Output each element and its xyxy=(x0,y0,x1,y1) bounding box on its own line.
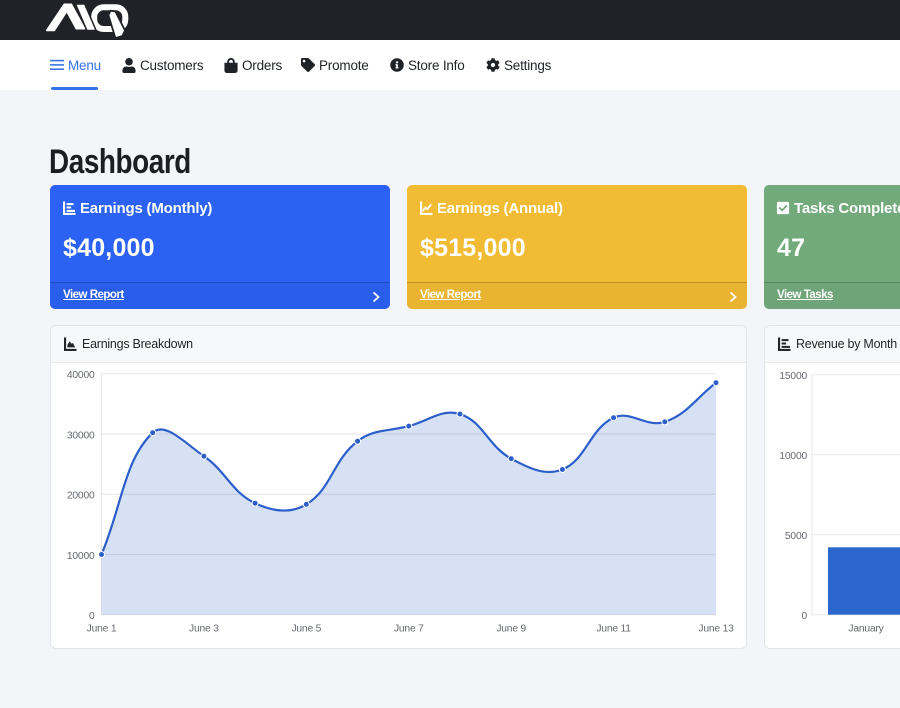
svg-text:15000: 15000 xyxy=(779,371,807,382)
svg-text:20000: 20000 xyxy=(67,490,95,501)
svg-text:0: 0 xyxy=(801,611,807,622)
svg-text:June 3: June 3 xyxy=(189,623,219,634)
svg-text:10000: 10000 xyxy=(779,451,807,462)
svg-text:10000: 10000 xyxy=(67,551,95,562)
svg-text:June 11: June 11 xyxy=(596,623,631,634)
svg-text:40000: 40000 xyxy=(67,370,95,381)
svg-text:0: 0 xyxy=(89,611,95,622)
svg-text:30000: 30000 xyxy=(67,430,95,441)
svg-text:June 7: June 7 xyxy=(394,623,424,634)
svg-text:January: January xyxy=(848,623,884,634)
svg-text:5000: 5000 xyxy=(785,531,808,542)
svg-text:June 5: June 5 xyxy=(291,623,321,634)
svg-text:June 1: June 1 xyxy=(87,623,117,634)
svg-text:June 9: June 9 xyxy=(496,623,526,634)
svg-text:June 13: June 13 xyxy=(698,623,734,634)
